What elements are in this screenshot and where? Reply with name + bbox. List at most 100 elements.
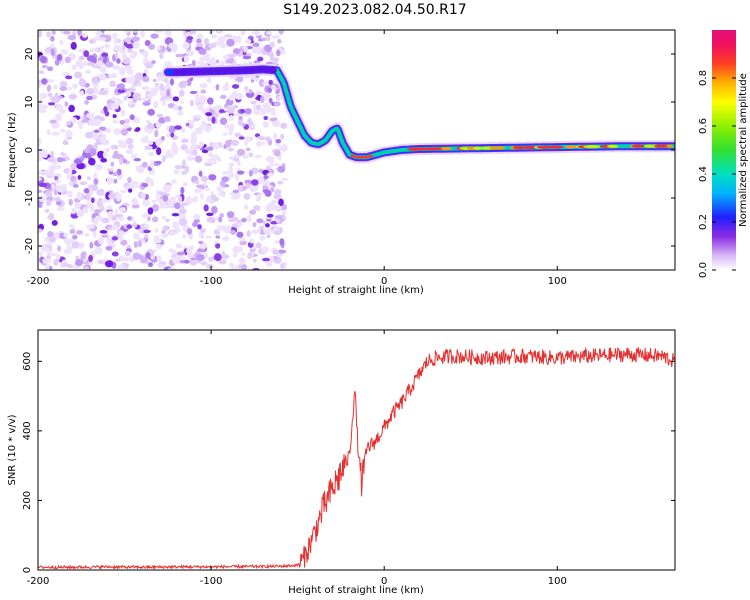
noise-speck xyxy=(38,30,43,38)
figure-title: S149.2023.082.04.50.R17 xyxy=(283,2,467,18)
noise-speck xyxy=(186,246,193,255)
noise-speck xyxy=(118,157,123,166)
noise-speck xyxy=(129,114,135,121)
noise-speck xyxy=(128,87,135,93)
noise-speck xyxy=(167,198,172,206)
noise-speck xyxy=(180,127,186,133)
noise-speck xyxy=(93,178,99,186)
ridge-hotspot xyxy=(547,145,564,149)
noise-speck xyxy=(222,171,231,175)
noise-speck xyxy=(63,248,72,255)
noise-speck xyxy=(149,160,155,169)
noise-speck xyxy=(232,52,237,57)
noise-speck xyxy=(201,149,209,154)
noise-speck xyxy=(244,179,252,184)
noise-speck xyxy=(69,223,75,228)
noise-speck xyxy=(65,75,73,80)
noise-speck xyxy=(64,156,71,161)
noise-speck xyxy=(180,204,185,212)
noise-speck xyxy=(67,263,73,269)
noise-speck xyxy=(132,30,139,33)
noise-speck xyxy=(74,258,83,267)
noise-speck xyxy=(274,188,282,195)
noise-speck xyxy=(199,94,205,99)
noise-speck xyxy=(215,235,221,239)
noise-speck xyxy=(48,236,56,243)
noise-speck xyxy=(241,252,246,257)
noise-speck xyxy=(247,214,252,223)
noise-speck xyxy=(59,40,64,46)
noise-speck xyxy=(210,57,216,61)
noise-speck xyxy=(142,161,148,167)
noise-speck xyxy=(250,76,256,80)
noise-speck xyxy=(205,146,214,151)
noise-speck xyxy=(104,147,111,152)
noise-speck xyxy=(224,236,230,242)
noise-speck xyxy=(140,136,149,144)
noise-speck xyxy=(273,101,281,107)
noise-speck xyxy=(140,30,145,38)
noise-speck xyxy=(49,173,58,177)
noise-speck xyxy=(164,30,170,36)
snr-plot-area xyxy=(38,330,675,570)
noise-speck xyxy=(142,199,150,207)
noise-speck xyxy=(41,78,48,85)
noise-speck xyxy=(145,176,152,184)
noise-speck xyxy=(206,97,214,105)
noise-speck xyxy=(55,200,62,206)
noise-speck xyxy=(183,259,190,264)
noise-speck xyxy=(133,240,138,248)
noise-speck xyxy=(131,36,141,42)
noise-speck xyxy=(142,76,150,83)
noise-speck xyxy=(252,47,257,54)
noise-speck xyxy=(49,119,57,124)
noise-speck xyxy=(162,194,169,202)
noise-speck xyxy=(231,84,240,89)
noise-speck xyxy=(225,139,232,148)
noise-speck xyxy=(57,206,65,212)
noise-speck xyxy=(191,30,197,35)
noise-speck xyxy=(254,154,262,159)
noise-speck xyxy=(67,34,77,41)
noise-speck xyxy=(271,119,281,128)
noise-speck xyxy=(109,80,116,88)
noise-speck xyxy=(86,87,95,95)
colorbar-gradient xyxy=(712,30,736,270)
noise-speck xyxy=(38,182,48,187)
noise-speck xyxy=(82,33,88,38)
noise-speck xyxy=(93,208,102,214)
ridge-hotspot xyxy=(367,154,374,158)
noise-speck xyxy=(159,83,164,91)
noise-speck xyxy=(194,180,200,184)
noise-speck xyxy=(210,34,217,39)
noise-speck xyxy=(179,259,186,264)
noise-speck xyxy=(141,86,148,91)
snr-x-ticks: -200 -100 0 100 xyxy=(27,330,567,587)
noise-speck xyxy=(242,185,247,191)
noise-speck xyxy=(204,125,213,133)
noise-speck xyxy=(219,117,228,125)
noise-speck xyxy=(185,122,190,127)
noise-speck xyxy=(271,34,280,40)
noise-speck xyxy=(193,219,201,223)
noise-speck xyxy=(166,89,171,97)
noise-speck xyxy=(93,217,101,222)
noise-speck xyxy=(217,192,226,196)
ridge-hotspot xyxy=(606,144,619,148)
noise-speck xyxy=(38,138,41,146)
noise-speck xyxy=(77,175,82,180)
noise-speck xyxy=(106,168,114,172)
x-tick-label: 0 xyxy=(381,576,387,587)
noise-speck xyxy=(89,203,95,212)
noise-speck xyxy=(135,166,144,173)
noise-speck xyxy=(230,139,240,146)
noise-speck xyxy=(200,192,204,201)
noise-speck xyxy=(274,215,283,220)
noise-speck xyxy=(141,213,150,219)
noise-speck xyxy=(242,46,248,51)
noise-speck xyxy=(83,188,90,194)
noise-speck xyxy=(245,38,252,44)
noise-speck xyxy=(99,66,107,74)
noise-speck xyxy=(164,61,173,68)
